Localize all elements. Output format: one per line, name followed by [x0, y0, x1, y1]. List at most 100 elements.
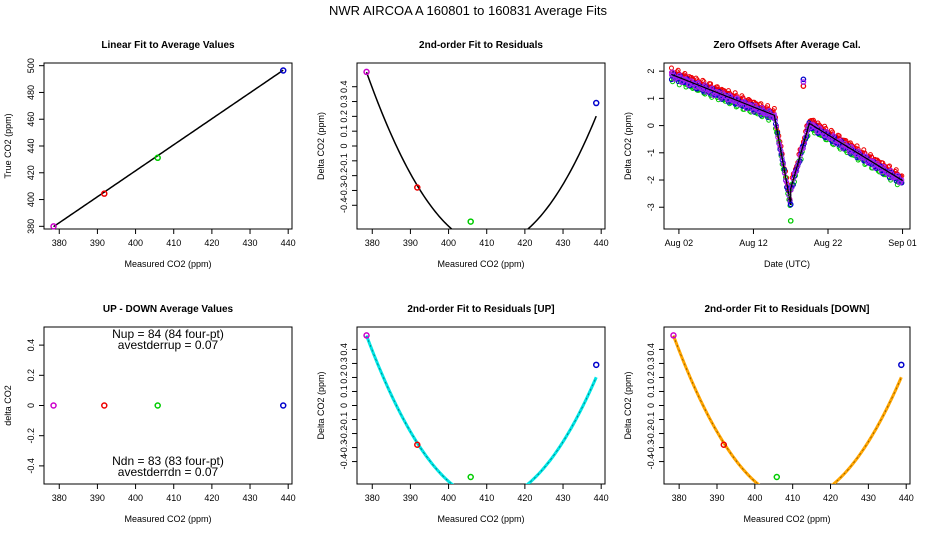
x-tick-label: 380 — [672, 493, 687, 503]
y-tick-label: 0 — [339, 143, 349, 148]
x-axis-label: Measured CO2 (ppm) — [743, 514, 830, 524]
y-tick-label: 0.4 — [26, 339, 36, 352]
y-tick-label: -2 — [646, 176, 656, 184]
y-tick-label: 380 — [26, 219, 36, 234]
outlier-point — [800, 79, 807, 85]
y-tick-label: -0.3 — [646, 440, 656, 456]
y-tick-label: 0.4 — [339, 343, 349, 356]
x-tick-label: 400 — [441, 493, 456, 503]
series-point — [854, 155, 860, 161]
panel-p4: UP - DOWN Average Values Measured CO2 (pp… — [3, 304, 296, 524]
annotation-up: Nup = 84 (84 four-pt) — [112, 327, 224, 341]
y-tick-label: -0.1 — [339, 153, 349, 169]
data-point-blue — [898, 361, 905, 369]
plot-area — [668, 65, 905, 224]
y-tick-label: -0.3 — [339, 440, 349, 456]
y-axis-label: Delta CO2 (ppm) — [623, 112, 633, 180]
x-tick-label: 380 — [52, 238, 67, 248]
y-axis-label: True CO2 (ppm) — [3, 113, 13, 178]
series-point — [771, 105, 777, 111]
series-point — [836, 133, 842, 139]
x-tick-label: 400 — [128, 493, 143, 503]
x-tick-label: 430 — [861, 493, 876, 503]
x-axis-label: Measured CO2 (ppm) — [437, 514, 524, 524]
x-axis-label: Measured CO2 (ppm) — [124, 259, 211, 269]
x-tick-label: Aug 02 — [665, 238, 694, 248]
y-tick-label: -0.4 — [646, 454, 656, 470]
y-tick-label: 0 — [646, 123, 656, 128]
data-point-magenta — [50, 402, 57, 409]
y-tick-label: 0.3 — [646, 357, 656, 370]
data-point-magenta — [363, 332, 370, 339]
x-tick-label: 430 — [243, 493, 258, 503]
data-point-magenta — [50, 223, 57, 230]
series-point — [725, 88, 731, 94]
data-point-red — [101, 190, 108, 197]
plot-frame — [663, 62, 911, 230]
panel-title: 2nd-order Fit to Residuals — [419, 40, 543, 51]
plot-frame — [663, 326, 911, 485]
y-tick-label: 0 — [646, 403, 656, 408]
series-point — [882, 167, 888, 173]
y-axis-label: delta CO2 — [3, 385, 13, 426]
x-tick-label: 390 — [90, 493, 105, 503]
x-tick-label: 440 — [281, 238, 296, 248]
annotation-down: Ndn = 83 (83 four-pt) — [112, 454, 224, 468]
data-point-red — [414, 184, 421, 191]
y-tick-label: 0.3 — [339, 95, 349, 108]
x-tick-label: 430 — [556, 238, 571, 248]
x-tick-label: 400 — [747, 493, 762, 503]
data-point-green — [773, 473, 781, 481]
series-point — [822, 123, 828, 129]
y-tick-label: 480 — [26, 85, 36, 100]
y-tick-label: 2 — [646, 69, 656, 74]
series-point — [702, 82, 708, 88]
data-point-magenta — [363, 68, 370, 76]
y-axis-label: Delta CO2 (ppm) — [623, 371, 633, 439]
x-tick-label: 430 — [243, 238, 258, 248]
y-tick-label: 0.3 — [339, 357, 349, 370]
x-tick-label: 420 — [823, 493, 838, 503]
fit-curve-overlay — [673, 335, 902, 484]
series-point — [675, 67, 681, 73]
x-tick-label: 410 — [166, 238, 181, 248]
x-tick-label: 390 — [90, 238, 105, 248]
y-tick-label: -0.4 — [339, 454, 349, 470]
panel-p3: Zero Offsets After Average Cal. Date (UTC… — [623, 40, 917, 269]
plot-area — [365, 71, 597, 229]
panel-title: 2nd-order Fit to Residuals [DOWN] — [705, 304, 870, 315]
outlier-point — [787, 217, 794, 224]
x-tick-label: 420 — [517, 493, 532, 503]
x-tick-label: 440 — [594, 493, 609, 503]
plot-frame — [43, 62, 293, 230]
series-point — [875, 163, 881, 169]
fit-curve — [672, 335, 903, 484]
x-tick-label: 440 — [594, 238, 609, 248]
y-tick-label: -0.2 — [339, 168, 349, 184]
series-point — [840, 145, 846, 151]
x-tick-label: Sep 01 — [888, 238, 917, 248]
series-black — [671, 73, 903, 206]
y-tick-label: 0.2 — [646, 371, 656, 384]
data-point-blue — [592, 99, 600, 107]
x-tick-label: 420 — [204, 238, 219, 248]
y-tick-label: 0.2 — [26, 369, 36, 382]
outlier-point — [800, 76, 807, 83]
y-tick-label: 0.2 — [339, 110, 349, 123]
series-point — [893, 167, 899, 173]
y-tick-label: -0.2 — [646, 426, 656, 442]
plot-area — [365, 335, 598, 484]
plot-frame — [356, 326, 606, 485]
x-axis-label: Measured CO2 (ppm) — [437, 259, 524, 269]
x-tick-label: 380 — [52, 493, 67, 503]
x-tick-label: 440 — [281, 493, 296, 503]
series-point — [708, 81, 714, 87]
data-point-red — [101, 402, 108, 409]
x-tick-label: 430 — [556, 493, 571, 503]
series-point — [668, 65, 674, 71]
panel-p1: Linear Fit to Average Values Measured CO2… — [3, 40, 296, 269]
y-tick-label: 420 — [26, 165, 36, 180]
series-line-black — [671, 73, 903, 206]
x-tick-label: 390 — [403, 238, 418, 248]
